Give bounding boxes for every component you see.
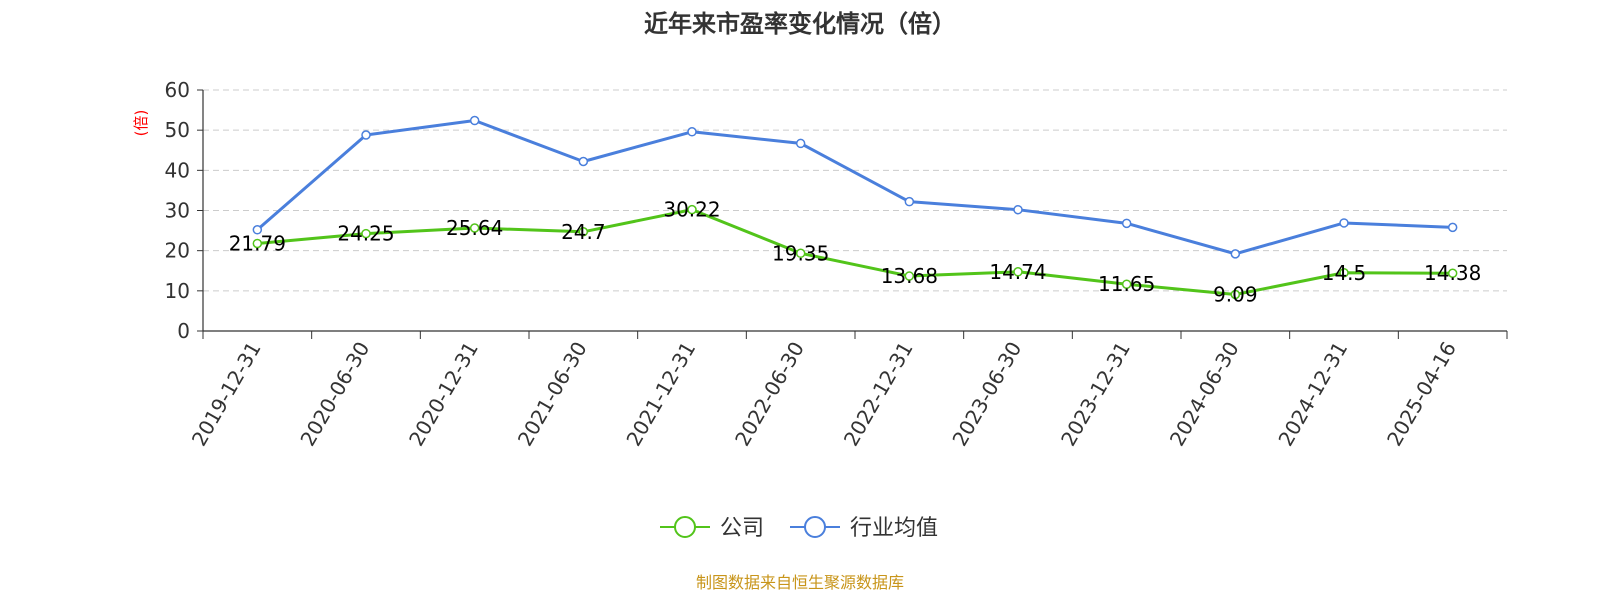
data-point — [1447, 222, 1458, 233]
legend-marker — [674, 516, 696, 538]
y-tick-label: 20 — [165, 239, 190, 263]
chart-title: 近年来市盈率变化情况（倍） — [644, 10, 956, 38]
data-point — [1121, 218, 1132, 229]
data-point — [687, 127, 697, 137]
data-point — [361, 130, 371, 140]
data-point — [1230, 249, 1241, 259]
data-point — [795, 138, 806, 149]
data-label: 24.7 — [561, 220, 606, 244]
data-labels: 21.79 24.25 25.64 24.7 30.22 19.35 13.68 14.74 1… — [229, 198, 1482, 307]
source-note: 制图数据来自恒生聚源数据库 — [696, 573, 904, 592]
y-tick-label: 30 — [165, 199, 190, 223]
data-point — [1013, 204, 1023, 215]
data-label: 14.38 — [1424, 261, 1481, 285]
data-point — [1339, 218, 1349, 228]
series-group — [252, 115, 1458, 300]
data-point — [1013, 267, 1023, 277]
y-tick-label: 50 — [165, 118, 190, 142]
series-line — [257, 208, 1453, 296]
data-point — [1447, 268, 1458, 278]
data-point — [578, 227, 589, 237]
data-label: 14.74 — [989, 260, 1046, 284]
legend-marker — [804, 516, 826, 538]
y-axis-label: (倍) — [132, 110, 150, 137]
x-tick-label: 2024-12-31 — [1273, 338, 1352, 451]
data-point — [687, 204, 697, 215]
legend-label: 公司 — [720, 516, 764, 541]
data-point — [469, 223, 480, 233]
data-label: 9.09 — [1213, 282, 1258, 306]
data-point — [252, 238, 263, 249]
x-tick-label: 2024-06-30 — [1165, 338, 1244, 451]
data-point — [361, 228, 371, 239]
x-tick-label: 2020-12-31 — [404, 338, 483, 451]
x-tick-label: 2022-12-31 — [839, 338, 918, 451]
y-tick-label: 40 — [165, 158, 190, 182]
data-point — [252, 225, 263, 235]
series-line — [256, 119, 1453, 256]
grid-lines — [203, 89, 1507, 292]
x-tick-label: 2019-12-31 — [187, 338, 266, 451]
data-point — [1339, 268, 1349, 278]
x-tick-label: 2021-12-31 — [621, 338, 700, 451]
data-point — [795, 248, 806, 259]
data-point — [469, 115, 480, 126]
data-label: 14.5 — [1322, 261, 1367, 285]
data-label: 11.65 — [1098, 272, 1155, 296]
y-tick-label: 0 — [177, 319, 190, 343]
legend: 公司 行业均值 — [660, 516, 938, 541]
x-tick-label: 2025-04-16 — [1382, 338, 1461, 451]
x-tick-label: 2021-06-30 — [513, 338, 592, 451]
data-point — [1121, 279, 1132, 289]
data-label: 30.22 — [663, 198, 720, 222]
data-label: 19.35 — [772, 241, 829, 265]
data-point — [1230, 289, 1241, 300]
data-label: 25.64 — [446, 216, 503, 240]
x-tick-label: 2023-06-30 — [947, 338, 1026, 451]
y-tick-label: 10 — [165, 279, 190, 303]
x-tick-label: 2020-06-30 — [295, 338, 374, 451]
y-tick-label: 60 — [165, 78, 190, 102]
legend-label: 行业均值 — [850, 516, 938, 541]
x-tick-label: 2023-12-31 — [1056, 338, 1135, 451]
data-label: 24.25 — [337, 222, 394, 246]
data-point — [904, 271, 915, 281]
data-label: 21.79 — [229, 231, 286, 255]
data-point — [904, 196, 915, 207]
x-tick-label: 2022-06-30 — [730, 338, 809, 451]
data-label: 13.68 — [881, 264, 938, 288]
data-point — [578, 156, 589, 167]
